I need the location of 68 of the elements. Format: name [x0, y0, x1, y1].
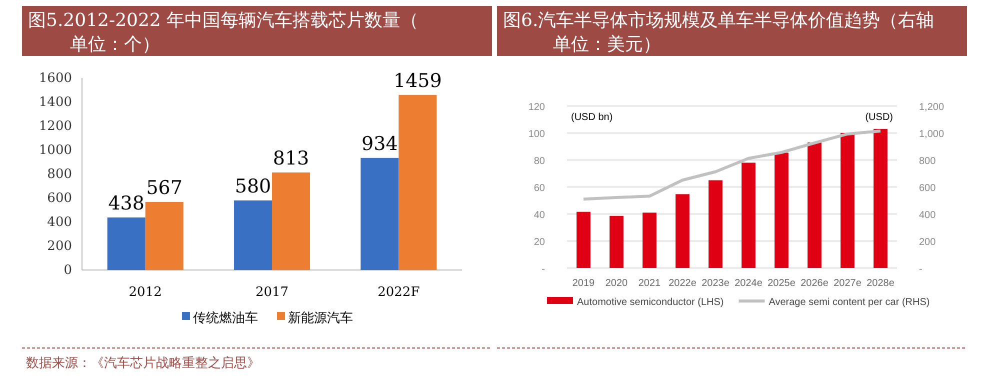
- bar: [610, 216, 624, 268]
- y-tick-label: 100: [528, 129, 546, 140]
- legend-label: 新能源汽车: [288, 311, 353, 326]
- y-tick-label: 1600: [38, 71, 72, 86]
- x-tick-label: 2022F: [378, 285, 420, 300]
- bar: [272, 172, 310, 270]
- x-tick-label: 2021: [638, 278, 662, 289]
- y-tick-label: 60: [534, 183, 546, 194]
- y-axis-title: (USD bn): [571, 112, 613, 123]
- y2-tick-label: 600: [919, 183, 936, 194]
- y2-tick-label: 1,200: [919, 102, 944, 113]
- data-label: 567: [146, 176, 182, 199]
- y2-tick-label: 200: [919, 237, 936, 248]
- y-tick-label: 800: [47, 167, 72, 182]
- x-tick-label: 2012: [128, 285, 162, 300]
- data-label: 813: [272, 147, 310, 170]
- legend-label: 传统燃油车: [193, 311, 258, 326]
- x-tick-label: 2023e: [702, 278, 730, 289]
- bar: [708, 180, 722, 268]
- legend-label: Average semi content per car (RHS): [768, 297, 930, 308]
- bar: [774, 152, 788, 268]
- bar: [742, 162, 756, 268]
- y-tick-label: 1000: [38, 143, 72, 158]
- x-tick-label: 2017: [255, 285, 289, 300]
- x-tick-label: 2027e: [834, 278, 862, 289]
- x-tick-label: 2024e: [734, 278, 763, 289]
- bar: [840, 133, 854, 268]
- x-tick-label: 2028e: [866, 278, 895, 289]
- data-label: 1459: [393, 70, 442, 92]
- bar: [676, 194, 690, 268]
- y2-tick-label: 800: [919, 156, 936, 167]
- source-note: 数据来源：《汽车芯片战略重整之启思》: [26, 355, 260, 371]
- x-tick-label: 2025e: [768, 278, 796, 289]
- y2-tick-label: -: [919, 264, 922, 275]
- bar: [360, 158, 399, 270]
- bar: [874, 128, 888, 268]
- y2-tick-label: 1,000: [919, 129, 944, 140]
- data-label: 438: [108, 192, 144, 214]
- y-tick-label: 600: [47, 191, 72, 206]
- legend-label: Automotive semiconductor (LHS): [577, 297, 724, 308]
- y-tick-label: 200: [47, 239, 72, 254]
- line-series: [582, 129, 882, 201]
- x-tick-label: 2022e: [668, 278, 697, 289]
- bar: [642, 212, 656, 268]
- y-tick-label: 0: [64, 263, 72, 278]
- data-label: 934: [362, 132, 398, 155]
- bar: [398, 94, 437, 270]
- y-tick-label: 1400: [38, 95, 72, 110]
- x-tick-label: 2026e: [800, 278, 829, 289]
- bar: [808, 142, 822, 268]
- y2-tick-label: 400: [919, 210, 936, 221]
- bar: [107, 217, 146, 270]
- bar: [145, 202, 184, 270]
- y-tick-label: 400: [47, 215, 72, 230]
- y-tick-label: -: [542, 264, 545, 275]
- x-tick-label: 2020: [605, 278, 628, 289]
- x-tick-label: 2019: [572, 278, 596, 289]
- y-tick-label: 1200: [38, 119, 72, 134]
- chart-title: 图6.汽车半导体市场规模及单车半导体价值趋势（右轴单位：美元）: [503, 10, 934, 55]
- data-label: 580: [234, 175, 272, 198]
- y-tick-label: 80: [534, 156, 546, 167]
- y-tick-label: 40: [534, 210, 546, 221]
- bar: [234, 200, 272, 270]
- y-tick-label: 120: [528, 102, 546, 113]
- y2-axis-title: (USD): [865, 112, 893, 123]
- chart-title: 图5.2012-2022 年中国每辆汽车搭载芯片数量（单位：个）: [28, 10, 419, 55]
- bar: [576, 212, 590, 268]
- y-tick-label: 20: [534, 237, 546, 248]
